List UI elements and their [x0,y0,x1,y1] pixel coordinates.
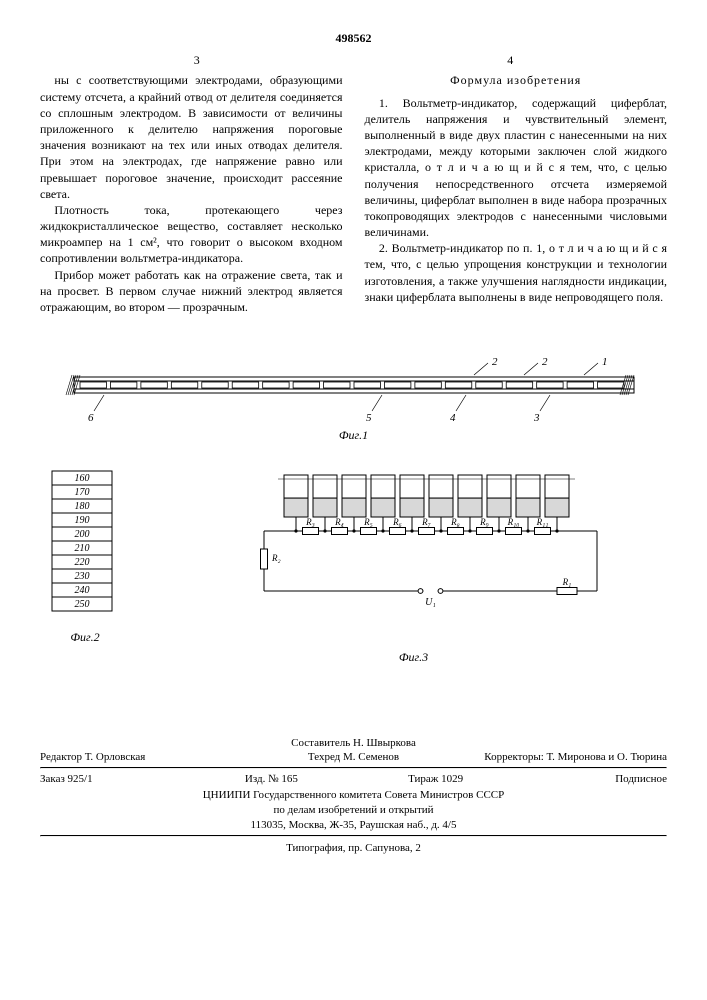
figure-3: R₃ R₄ R₅ R₆ R₇ R₈ R₉ R₁₀ R₁₁ R₂ R₁ U₁ [224,467,604,647]
right-column: Формула изобретения 1. Вольтметр-индикат… [365,72,668,315]
svg-text:1: 1 [602,356,608,368]
izd: Изд. № 165 [204,771,338,788]
document-number: 498562 [40,30,667,46]
svg-text:230: 230 [75,571,90,582]
svg-text:2: 2 [492,356,498,368]
zakaz: Заказ 925/1 [40,771,174,788]
figure-2: 160 170 180 190 200 210 220 230 240 250 [40,467,130,627]
svg-text:4: 4 [450,412,456,424]
publication-info: Составитель Н. Швыркова Редактор Т. Орло… [40,736,667,856]
svg-text:R₇: R₇ [421,517,431,527]
fig2-caption: Фиг.2 [40,629,130,645]
org1: ЦНИИПИ Государственного комитета Совета … [40,788,667,803]
svg-text:R₅: R₅ [363,517,373,527]
svg-text:2: 2 [542,356,548,368]
text-columns: ны с соответствующими электродами, образ… [40,72,667,315]
svg-text:250: 250 [75,599,90,610]
svg-text:220: 220 [75,557,90,568]
svg-text:210: 210 [75,543,90,554]
left-p2: Плотность тока, протекающего через жидко… [40,202,343,267]
svg-text:U₁: U₁ [425,597,436,608]
podpis: Подписное [533,771,667,788]
addr: 113035, Москва, Ж-35, Раушская наб., д. … [40,818,667,833]
svg-text:R₁: R₁ [561,577,571,587]
org2: по делам изобретений и открытий [40,803,667,818]
sostavitel: Составитель Н. Швыркова [40,736,667,751]
svg-text:180: 180 [75,501,90,512]
svg-text:R₄: R₄ [334,517,344,527]
left-column: ны с соответствующими электродами, образ… [40,72,343,315]
svg-text:R₁₀: R₁₀ [506,517,519,527]
svg-text:6: 6 [88,412,94,424]
svg-text:190: 190 [75,515,90,526]
left-p1: ны с соответствующими электродами, образ… [40,72,343,202]
korrektory: Корректоры: Т. Миронова и О. Тюрина [470,750,667,765]
svg-text:200: 200 [75,529,90,540]
fig1-caption: Фиг.1 [40,427,667,443]
figure-1-zone: 2 2 1 6 5 4 3 Фиг.1 [40,355,667,443]
svg-text:R₉: R₉ [479,517,489,527]
svg-text:R₈: R₈ [450,517,460,527]
figure-1: 2 2 1 6 5 4 3 [64,355,644,425]
right-p2: 2. Вольтметр-индикатор по п. 1, о т л и … [365,240,668,305]
svg-text:R₂: R₂ [271,553,281,563]
svg-text:160: 160 [75,473,90,484]
tehred: Техред М. Семенов [255,750,452,765]
typo: Типография, пр. Сапунова, 2 [40,841,667,856]
colnum-left: 3 [40,52,354,68]
svg-text:240: 240 [75,585,90,596]
formula-title: Формула изобретения [365,72,668,88]
svg-text:5: 5 [366,412,372,424]
redaktor: Редактор Т. Орловская [40,750,237,765]
figure-2-3-zone: 160170180190200210220230240250 Фиг.2 R₃R… [40,467,667,665]
svg-text:R₃: R₃ [305,517,315,527]
svg-text:R₆: R₆ [392,517,402,527]
tirazh: Тираж 1029 [369,771,503,788]
right-p1: 1. Вольтметр-индикатор, содержащий цифер… [365,95,668,241]
colnum-right: 4 [354,52,668,68]
svg-text:3: 3 [533,412,540,424]
left-p3: Прибор может работать как на отражение с… [40,267,343,316]
svg-text:R₁₁: R₁₁ [535,517,548,527]
svg-text:170: 170 [75,487,90,498]
fig3-caption: Фиг.3 [160,649,667,665]
column-number-row: 3 4 [40,52,667,68]
